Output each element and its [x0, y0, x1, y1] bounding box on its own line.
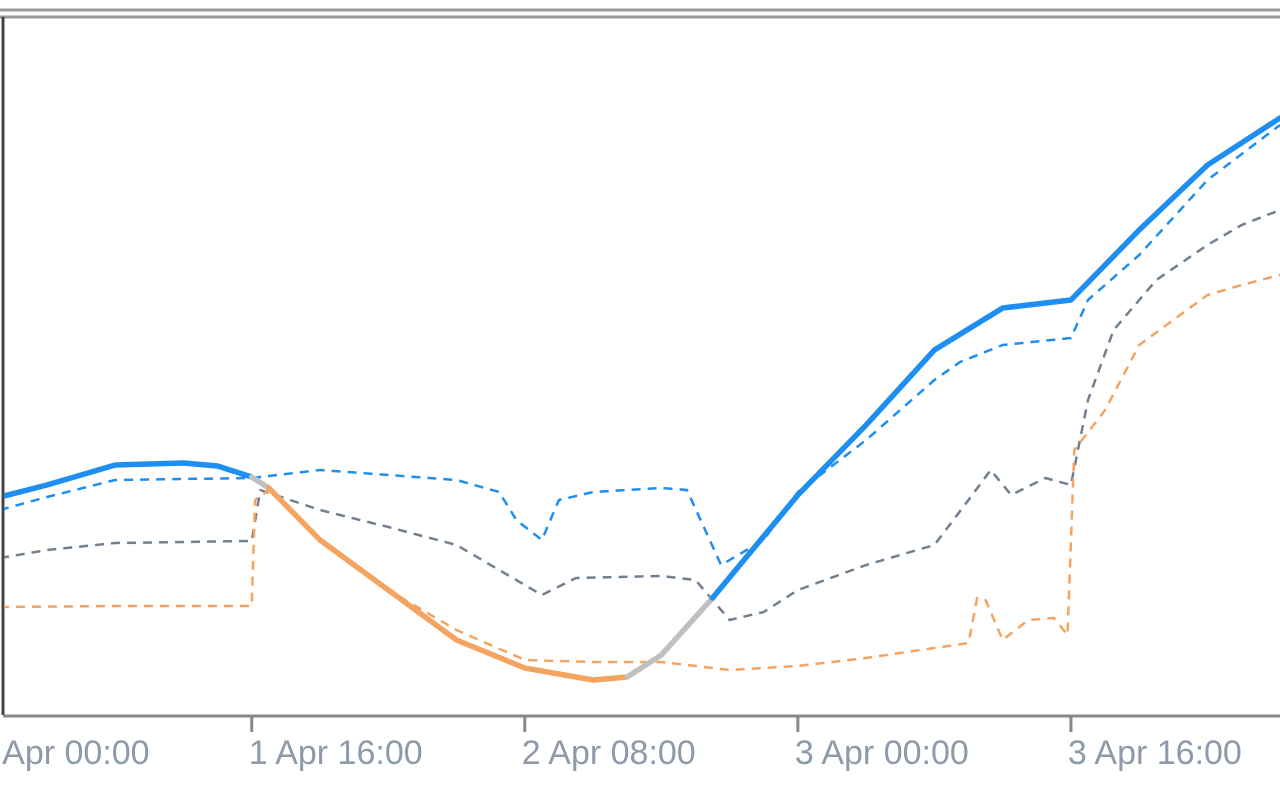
dashed-line — [4, 124, 1280, 567]
line — [709, 115, 1280, 601]
x-tick-label: 3 Apr 16:00 — [1068, 734, 1242, 772]
x-tick-label: 2 Apr 08:00 — [522, 734, 696, 772]
x-tick-label: 1 Apr 16:00 — [249, 734, 423, 772]
x-tick-label: 1 Apr 00:00 — [0, 734, 150, 772]
line — [266, 485, 630, 683]
x-tick-label: 3 Apr 00:00 — [795, 734, 969, 772]
plot-area — [4, 115, 1280, 683]
line — [4, 460, 255, 499]
line — [624, 595, 716, 680]
dashed-line — [4, 208, 1280, 622]
line — [248, 474, 272, 491]
